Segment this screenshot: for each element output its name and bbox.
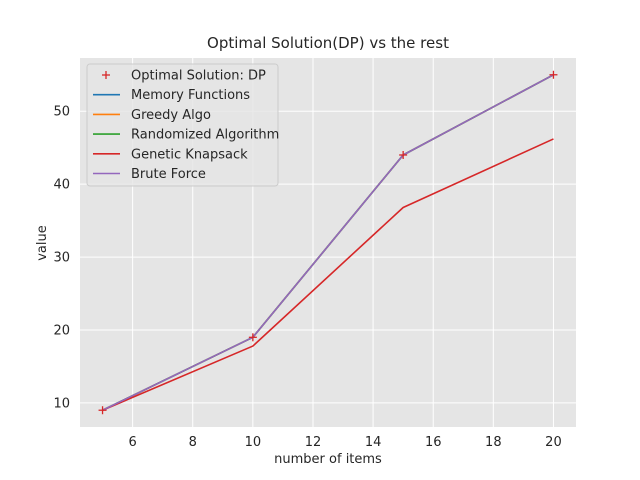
y-tick-label: 10: [53, 396, 70, 411]
series-line-brute-force: [102, 74, 554, 411]
y-tick-label: 30: [53, 251, 70, 266]
x-tick-label: 6: [128, 435, 136, 450]
x-tick-label: 20: [545, 435, 562, 450]
legend-item-greedy-algo: Greedy Algo: [93, 108, 211, 123]
data-point-optimal-solution-dp: [248, 333, 257, 342]
legend-item-brute-force: Brute Force: [93, 167, 206, 182]
legend-label: Greedy Algo: [131, 108, 211, 123]
x-tick-label: 14: [365, 435, 382, 450]
x-tick-label: 18: [485, 435, 502, 450]
x-tick-labels: 6 8 10 12 14 16 18 20: [128, 435, 561, 450]
y-tick-label: 20: [53, 324, 70, 339]
x-tick-label: 8: [189, 435, 197, 450]
data-point-optimal-solution-dp: [399, 150, 408, 159]
legend-item-optimal-solution-dp: Optimal Solution: DP: [102, 69, 266, 84]
y-tick-label: 40: [53, 178, 70, 193]
series-layer: [98, 70, 558, 415]
legend-label: Optimal Solution: DP: [131, 69, 266, 84]
legend-box: [86, 63, 279, 187]
y-tick-labels: 10 20 30 40 50: [53, 105, 70, 412]
x-tick-label: 16: [425, 435, 442, 450]
legend-label: Randomized Algorithm: [131, 128, 279, 143]
y-axis-label: value: [35, 225, 50, 261]
legend-item-genetic-knapsack: Genetic Knapsack: [93, 147, 248, 162]
series-line-genetic-knapsack: [102, 138, 554, 411]
x-tick-label: 10: [245, 435, 262, 450]
data-point-optimal-solution-dp: [549, 70, 558, 79]
data-point-optimal-solution-dp: [98, 406, 107, 415]
y-tick-label: 50: [53, 105, 70, 120]
legend-label: Brute Force: [131, 167, 206, 182]
legend-label: Genetic Knapsack: [131, 147, 248, 162]
legend-label: Memory Functions: [131, 88, 250, 103]
x-axis-label: number of items: [274, 452, 382, 467]
legend-item-memory-functions: Memory Functions: [93, 88, 250, 103]
x-tick-label: 12: [305, 435, 322, 450]
chart-title: Optimal Solution(DP) vs the rest: [207, 34, 449, 52]
legend-item-randomized-algorithm: Randomized Algorithm: [93, 128, 279, 143]
legend: Optimal Solution: DP Memory Functions Gree…: [86, 63, 279, 187]
